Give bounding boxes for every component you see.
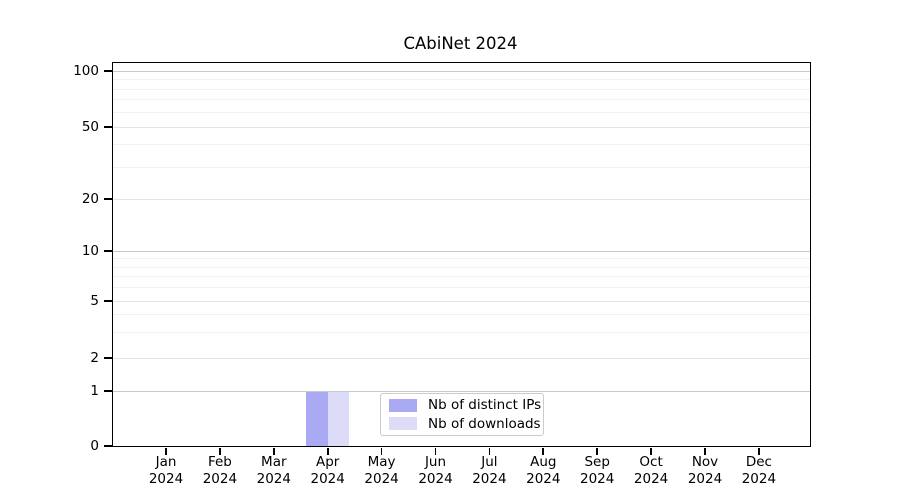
x-tick-feb	[219, 447, 221, 455]
chart-title: CAbiNet 2024	[403, 34, 518, 53]
gridline-y-40	[113, 144, 810, 146]
gridline-y-60	[113, 111, 810, 113]
bar-apr-nb-of-downloads	[327, 391, 350, 446]
x-tick-jul	[488, 447, 491, 455]
x-tick-sep	[596, 447, 599, 455]
x-tick-label-apr: Apr 2024	[310, 454, 345, 487]
gridline-y-2	[113, 357, 810, 359]
x-tick-dec	[758, 447, 760, 455]
x-tick-label-sep: Sep 2024	[580, 454, 615, 487]
y-tick-label-50: 50	[81, 119, 99, 135]
gridline-y-7	[113, 276, 810, 278]
legend-distinct-ips-label: Nb of distinct IPs	[428, 397, 542, 414]
x-tick-label-dec: Dec 2024	[741, 454, 777, 487]
gridline-y-1	[113, 390, 810, 392]
x-tick-may	[380, 447, 383, 455]
x-tick-label-nov: Nov 2024	[687, 454, 723, 487]
y-tick-50	[104, 126, 112, 128]
y-tick-label-100: 100	[73, 63, 99, 79]
y-tick-label-5: 5	[90, 293, 99, 309]
x-tick-label-jul: Jul 2024	[472, 454, 507, 487]
plot-area: Nb of distinct IPs Nb of downloads 0 1 2 5 1…	[73, 62, 811, 487]
gridline-y-6	[113, 287, 810, 289]
y-tick-0	[104, 445, 112, 447]
x-tick-aug	[542, 447, 545, 455]
y-tick-100	[104, 70, 112, 72]
y-tick-label-0: 0	[90, 438, 99, 454]
y-tick-10	[104, 250, 112, 252]
legend-row-distinct-ips: Nb of distinct IPs	[381, 396, 543, 415]
gridline-y-100	[113, 70, 810, 72]
legend-downloads-label: Nb of downloads	[428, 415, 541, 432]
gridline-y-80	[113, 88, 810, 90]
x-tick-label-mar: Mar 2024	[256, 454, 291, 487]
x-tick-label-oct: Oct 2024	[633, 454, 669, 487]
x-tick-mar	[272, 447, 275, 455]
gridline-y-90	[113, 79, 810, 80]
y-tick-label-2: 2	[90, 350, 99, 366]
gridline-y-8	[113, 266, 810, 268]
x-tick-label-may: May 2024	[364, 454, 399, 487]
gridline-y-30	[113, 166, 810, 168]
x-tick-jan	[165, 447, 167, 455]
legend-distinct-ips-swatch	[389, 398, 417, 412]
y-tick-2	[104, 357, 112, 359]
y-tick-label-10: 10	[81, 243, 99, 259]
x-tick-apr	[326, 447, 329, 455]
y-tick-5	[104, 300, 112, 302]
x-tick-label-aug: Aug 2024	[526, 454, 561, 487]
gridline-y-50	[113, 126, 810, 128]
gridline-y-4	[113, 314, 810, 316]
legend-downloads-swatch	[389, 417, 417, 431]
gridline-y-10	[113, 250, 810, 252]
y-tick-label-20: 20	[81, 191, 99, 207]
x-tick-label-feb: Feb 2024	[202, 454, 238, 487]
x-tick-oct	[650, 447, 652, 455]
gridline-y-20	[113, 198, 810, 200]
gridline-y-9	[113, 258, 810, 260]
gridline-y-3	[113, 332, 810, 334]
x-tick-label-jan: Jan 2024	[148, 454, 184, 487]
bar-apr-nb-of-distinct-ips	[306, 391, 328, 446]
x-tick-jun	[434, 447, 437, 455]
gridline-y-5	[113, 300, 810, 302]
legend: Nb of distinct IPs Nb of downloads	[380, 393, 544, 436]
y-tick-20	[104, 198, 112, 200]
y-tick-1	[104, 390, 112, 392]
legend-row-downloads: Nb of downloads	[381, 415, 543, 434]
y-tick-label-1: 1	[90, 383, 99, 399]
gridline-y-70	[113, 99, 810, 101]
x-tick-label-jun: Jun 2024	[418, 454, 453, 487]
x-tick-nov	[704, 447, 706, 455]
